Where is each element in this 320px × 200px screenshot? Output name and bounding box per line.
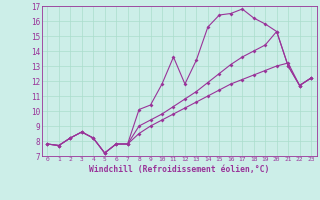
X-axis label: Windchill (Refroidissement éolien,°C): Windchill (Refroidissement éolien,°C)	[89, 165, 269, 174]
